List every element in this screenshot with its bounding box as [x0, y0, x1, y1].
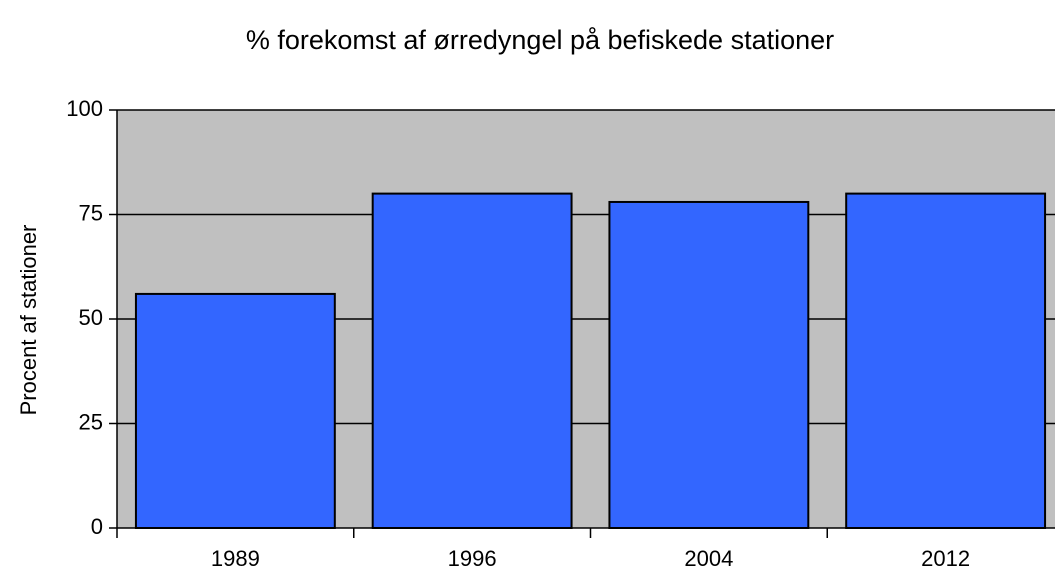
x-tick-label: 2012 [921, 546, 970, 571]
bar [371, 192, 573, 529]
y-tick-label: 50 [79, 305, 103, 330]
x-tick-label: 1996 [448, 546, 497, 571]
x-tick-label: 1989 [211, 546, 260, 571]
bar [608, 200, 810, 530]
bar [134, 292, 336, 530]
y-tick-label: 75 [79, 200, 103, 225]
chart-title: % forekomst af ørredyngel på befiskede s… [246, 25, 834, 55]
y-tick-label: 25 [79, 409, 103, 434]
y-axis-label: Procent af stationer [16, 225, 41, 416]
y-tick-label: 100 [66, 96, 103, 121]
x-tick-label: 2004 [684, 546, 733, 571]
y-tick-label: 0 [91, 514, 103, 539]
bar [845, 192, 1047, 529]
